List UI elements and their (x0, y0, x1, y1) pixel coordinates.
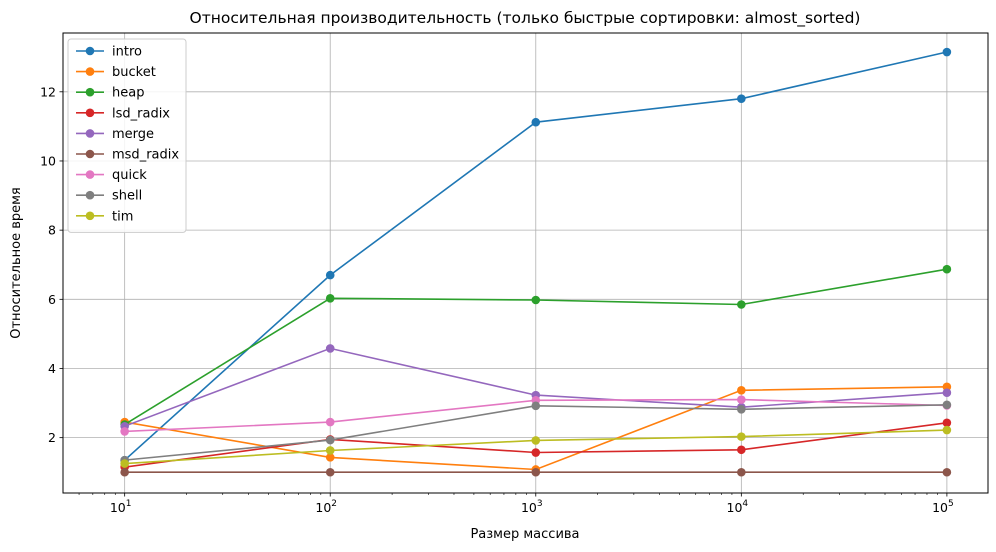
legend-label: quick (112, 168, 147, 183)
y-tick-label: 10 (40, 153, 56, 168)
data-point (120, 467, 129, 477)
legend-item-quick: quick (76, 168, 147, 183)
legend-swatch-marker (85, 211, 95, 221)
y-axis-label: Относительное время (9, 187, 24, 339)
x-axis-label: Размер массива (470, 527, 579, 542)
data-point (942, 418, 952, 428)
legend-swatch-marker (85, 129, 95, 138)
x-tick-exponent: 4 (742, 499, 748, 509)
x-tick-label: 105 (932, 499, 954, 515)
series-shell (120, 400, 952, 465)
legend-swatch-marker (85, 67, 95, 76)
x-tick-base: 10 (315, 500, 331, 515)
legend-label: bucket (112, 65, 156, 80)
data-point (737, 405, 746, 414)
data-point (531, 117, 541, 127)
data-point (325, 435, 335, 445)
chart-title: Относительная производительность (только… (190, 9, 861, 28)
legend-label: tim (112, 209, 133, 224)
x-tick-base: 10 (521, 500, 537, 515)
legend-label: shell (112, 189, 142, 204)
data-point (737, 385, 746, 395)
y-tick-label: 6 (48, 292, 56, 307)
x-tick-exponent: 5 (948, 499, 954, 509)
data-point (737, 467, 746, 477)
data-point (737, 395, 746, 404)
data-point (120, 459, 129, 468)
data-point (942, 400, 952, 410)
data-point (737, 94, 746, 104)
legend-label: heap (112, 86, 144, 101)
x-tick-exponent: 2 (331, 499, 337, 509)
data-point (737, 445, 746, 455)
series-tim (120, 425, 952, 468)
legend-label: merge (112, 127, 154, 142)
legend-swatch-marker (85, 108, 95, 118)
x-tick-base: 10 (110, 500, 126, 515)
legend-item-msd_radix: msd_radix (76, 148, 179, 163)
legend-swatch-marker (85, 190, 95, 200)
y-tick-label: 2 (48, 430, 56, 445)
legend-label: lsd_radix (112, 106, 170, 121)
data-point (737, 432, 746, 441)
data-point (325, 293, 335, 303)
plot-frame (62, 32, 989, 494)
data-point (325, 344, 335, 353)
data-point (531, 448, 541, 457)
data-point (531, 467, 541, 477)
x-tick-label: 101 (110, 499, 132, 515)
x-tick-exponent: 1 (126, 499, 132, 509)
data-point (737, 300, 746, 309)
data-point (325, 446, 335, 455)
legend-item-intro: intro (76, 45, 142, 60)
legend-swatch-marker (85, 170, 95, 179)
y-tick-label: 12 (40, 84, 56, 99)
x-tick-base: 10 (727, 500, 743, 515)
legend-item-bucket: bucket (76, 65, 156, 80)
series-lines (120, 47, 952, 477)
data-point (120, 427, 129, 436)
y-tick-label: 4 (48, 361, 56, 376)
data-point (325, 270, 335, 280)
legend-box (67, 38, 187, 233)
data-point (942, 47, 952, 57)
data-point (531, 401, 541, 411)
grid (63, 33, 988, 493)
data-point (531, 295, 541, 305)
x-tick-label: 103 (521, 499, 543, 515)
data-point (325, 453, 335, 462)
x-tick-label: 104 (727, 499, 749, 515)
data-point (325, 417, 335, 427)
data-point (942, 425, 952, 435)
data-point (325, 467, 335, 477)
data-point (942, 264, 952, 274)
data-point (531, 436, 541, 445)
legend-item-lsd_radix: lsd_radix (76, 106, 170, 121)
x-tick-label: 102 (315, 499, 337, 515)
legend-item-merge: merge (76, 127, 154, 142)
y-tick-label: 8 (48, 223, 56, 238)
legend-label: intro (112, 45, 142, 60)
data-point (942, 388, 952, 397)
series-msd_radix (120, 467, 952, 477)
legend-swatch-marker (85, 46, 95, 56)
x-tick-base: 10 (932, 500, 948, 515)
legend-item-heap: heap (76, 86, 144, 101)
x-tick-exponent: 3 (537, 499, 543, 509)
legend-label: msd_radix (112, 148, 179, 163)
legend-item-shell: shell (76, 189, 142, 204)
legend-item-tim: tim (76, 209, 133, 224)
data-point (942, 467, 952, 477)
data-point (942, 382, 952, 392)
legend-swatch-marker (85, 149, 95, 159)
legend-swatch-marker (85, 87, 95, 97)
